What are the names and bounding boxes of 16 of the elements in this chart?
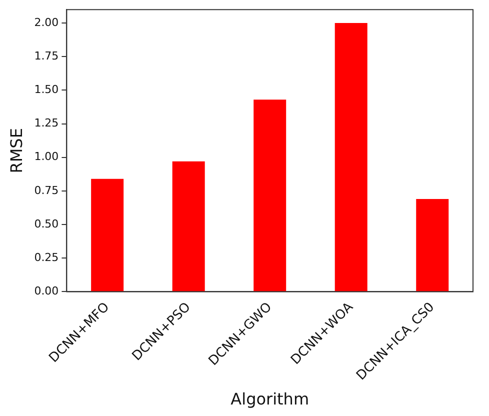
bar xyxy=(254,100,286,292)
bar xyxy=(334,23,368,292)
y-tick-label: 0.75 xyxy=(34,184,59,197)
y-tick-label: 1.25 xyxy=(34,116,59,130)
bar xyxy=(91,178,124,292)
y-tick-label: 1.50 xyxy=(34,83,59,96)
y-tick-label: 0.50 xyxy=(34,217,59,230)
bar xyxy=(172,161,205,292)
y-tick-label: 2.00 xyxy=(34,16,59,29)
y-tick-label: 1.00 xyxy=(34,150,59,164)
y-tick-label: 0.00 xyxy=(34,284,59,298)
y-axis-title: RMSE xyxy=(6,128,26,174)
x-axis-title: Algorithm xyxy=(230,390,310,409)
y-tick-label: 0.25 xyxy=(34,250,59,264)
bar xyxy=(416,199,449,292)
y-tick-label: 1.75 xyxy=(34,49,59,62)
